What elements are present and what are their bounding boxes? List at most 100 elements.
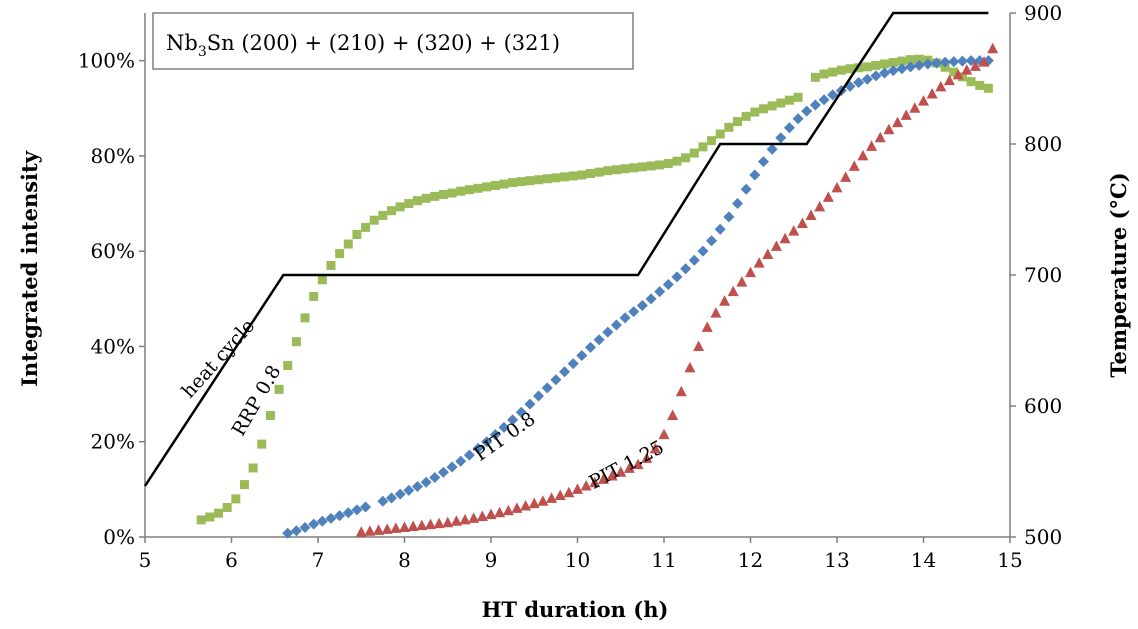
x-tick-label: 9	[485, 548, 498, 572]
data-point	[896, 63, 908, 75]
data-point	[628, 306, 640, 318]
data-point	[680, 263, 692, 275]
data-point	[948, 56, 960, 68]
axes: 5 6 7 8 9 10 11 12 13 14 15 0% 20% 40% 60% 80% 100% 500 60…	[78, 1, 1062, 572]
data-point	[222, 502, 232, 512]
data-point	[620, 164, 630, 174]
data-point	[597, 473, 609, 484]
data-point	[196, 515, 206, 525]
data-point	[736, 276, 748, 287]
data-point	[343, 239, 353, 249]
x-tick-label: 6	[225, 548, 238, 572]
data-point	[326, 260, 336, 270]
data-point	[528, 497, 540, 509]
y-tick-label: 20%	[91, 430, 135, 454]
data-point	[485, 508, 497, 520]
data-point	[404, 199, 414, 209]
chart-title: Nb3Sn (200) + (210) + (320) + (321)	[166, 31, 560, 60]
data-point	[887, 65, 899, 77]
data-point	[655, 160, 665, 170]
data-point	[701, 321, 713, 332]
data-point	[636, 299, 648, 311]
data-point	[554, 489, 566, 501]
data-point	[788, 225, 800, 236]
data-point	[317, 275, 327, 285]
x-tick-label: 12	[738, 548, 763, 572]
data-point	[654, 286, 666, 298]
data-point	[446, 461, 458, 473]
data-point	[681, 153, 691, 163]
series-pit-1-25	[355, 42, 999, 537]
data-point	[490, 180, 500, 190]
x-tick-label: 13	[824, 548, 849, 572]
data-point	[499, 179, 509, 189]
data-point	[403, 484, 415, 496]
data-point	[762, 248, 774, 260]
data-point	[515, 406, 527, 418]
data-point	[819, 69, 829, 79]
data-point	[459, 513, 471, 525]
data-point	[420, 476, 432, 488]
data-point	[563, 486, 575, 498]
data-point	[818, 94, 830, 106]
data-point	[546, 492, 558, 503]
data-point	[749, 169, 761, 181]
data-point	[662, 279, 674, 291]
data-point	[257, 439, 267, 449]
data-point	[871, 60, 881, 70]
data-point	[494, 506, 506, 518]
data-point	[455, 455, 467, 467]
data-point	[577, 170, 587, 180]
x-tick-label: 14	[911, 548, 936, 572]
data-point	[732, 198, 744, 210]
data-point	[801, 105, 813, 117]
data-point	[689, 148, 699, 158]
series-label-heat-cycle: heat cycle	[177, 315, 259, 402]
data-point	[905, 61, 917, 73]
data-point	[723, 211, 735, 223]
data-point	[667, 409, 679, 421]
data-point	[745, 266, 756, 278]
data-point	[978, 56, 990, 67]
data-point	[576, 350, 588, 362]
data-point	[646, 161, 656, 171]
data-point	[476, 510, 488, 522]
data-point	[463, 449, 475, 461]
data-point	[706, 235, 718, 247]
data-point	[715, 129, 725, 139]
data-point	[796, 217, 808, 229]
data-point	[828, 67, 838, 77]
data-point	[456, 186, 466, 196]
data-point	[645, 293, 657, 305]
data-point	[935, 80, 947, 92]
data-point	[369, 215, 379, 225]
data-point	[966, 77, 976, 87]
data-point	[541, 382, 553, 394]
data-point	[930, 57, 942, 69]
data-point	[649, 442, 661, 454]
data-point	[672, 156, 682, 166]
data-point	[520, 500, 532, 511]
data-point	[352, 230, 362, 240]
data-point	[750, 107, 760, 117]
data-point	[421, 193, 431, 203]
data-point	[589, 476, 601, 488]
data-point	[265, 411, 275, 421]
data-point	[364, 525, 376, 536]
data-point	[861, 73, 873, 85]
data-point	[603, 166, 613, 176]
data-point	[438, 189, 448, 199]
data-point	[671, 271, 683, 283]
data-point	[433, 517, 445, 529]
data-point	[629, 163, 639, 173]
data-point	[753, 257, 765, 268]
data-point	[335, 249, 345, 259]
y2-tick-label: 500	[1024, 525, 1062, 549]
data-point	[572, 483, 583, 494]
data-point	[727, 285, 739, 297]
x-tick-label: 8	[398, 548, 411, 572]
series-heat-cycle	[143, 11, 989, 487]
data-point	[909, 102, 921, 113]
data-point	[377, 495, 389, 507]
data-point	[559, 366, 571, 378]
